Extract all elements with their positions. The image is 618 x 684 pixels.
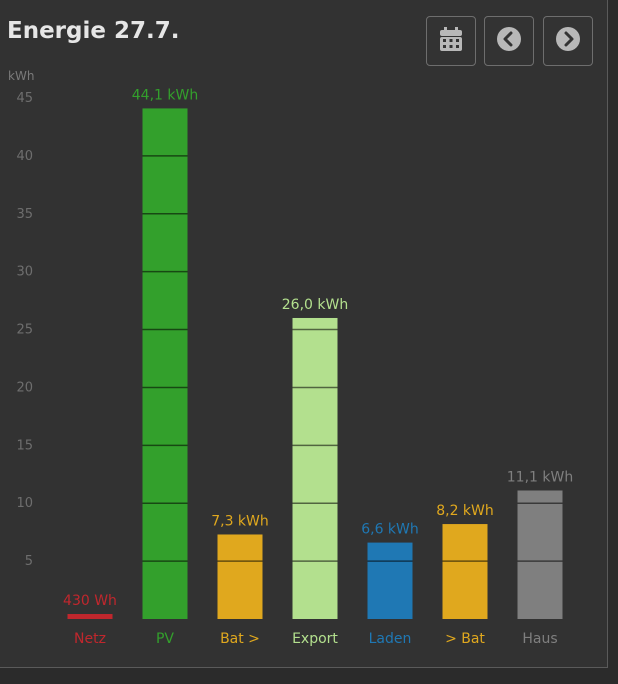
chevron-left-circle-icon	[497, 27, 521, 55]
y-tick-label: 35	[16, 207, 33, 222]
energy-bar-chart: kWh 5 10 15 20 25 30 35 40 45 430 Wh Netz 44,1 kWh…	[8, 69, 573, 647]
category-label: Haus	[522, 631, 557, 647]
y-tick-label: 20	[16, 380, 33, 395]
bar-value-label: 11,1 kWh	[507, 469, 573, 485]
y-tick-label: 30	[16, 265, 33, 280]
category-label: > Bat	[445, 631, 485, 647]
energy-panel: Energie 27.7.	[0, 0, 608, 668]
bar-0	[67, 614, 113, 619]
y-axis-ticks: 5 10 15 20 25 30 35 40 45	[16, 91, 33, 569]
bar-value-label: 44,1 kWh	[132, 87, 198, 103]
bar-value-label: 26,0 kWh	[282, 297, 348, 313]
y-axis-unit-label: kWh	[8, 69, 34, 83]
bar-1	[142, 108, 188, 620]
bar-value-label: 6,6 kWh	[361, 522, 419, 538]
bar-6	[517, 490, 563, 619]
bar-value-label: 8,2 kWh	[436, 503, 494, 519]
category-label: Bat >	[220, 631, 260, 647]
bar-value-label: 7,3 kWh	[211, 513, 269, 529]
bar-value-label: 430 Wh	[63, 593, 117, 609]
y-tick-label: 40	[16, 149, 33, 164]
category-label: Netz	[74, 631, 106, 647]
y-tick-label: 15	[16, 438, 33, 453]
category-label: Laden	[369, 631, 412, 647]
y-tick-label: 45	[16, 91, 33, 106]
y-tick-label: 5	[25, 554, 33, 569]
y-tick-label: 25	[16, 323, 33, 338]
category-label: PV	[156, 631, 174, 647]
previous-day-button[interactable]	[484, 16, 534, 66]
bars: 430 Wh Netz 44,1 kWh PV 7,3 kWh Bat > 26,0 kWh…	[63, 87, 573, 647]
next-day-button[interactable]	[543, 16, 593, 66]
bar-2	[217, 534, 263, 619]
calendar-button[interactable]	[426, 16, 476, 66]
bar-5	[442, 524, 488, 619]
y-tick-label: 10	[16, 496, 33, 511]
bar-4	[367, 542, 413, 619]
calendar-icon	[440, 27, 462, 55]
page-title: Energie 27.7.	[7, 18, 180, 44]
chevron-right-circle-icon	[556, 27, 580, 55]
category-label: Export	[292, 631, 338, 647]
bar-3	[292, 317, 338, 619]
